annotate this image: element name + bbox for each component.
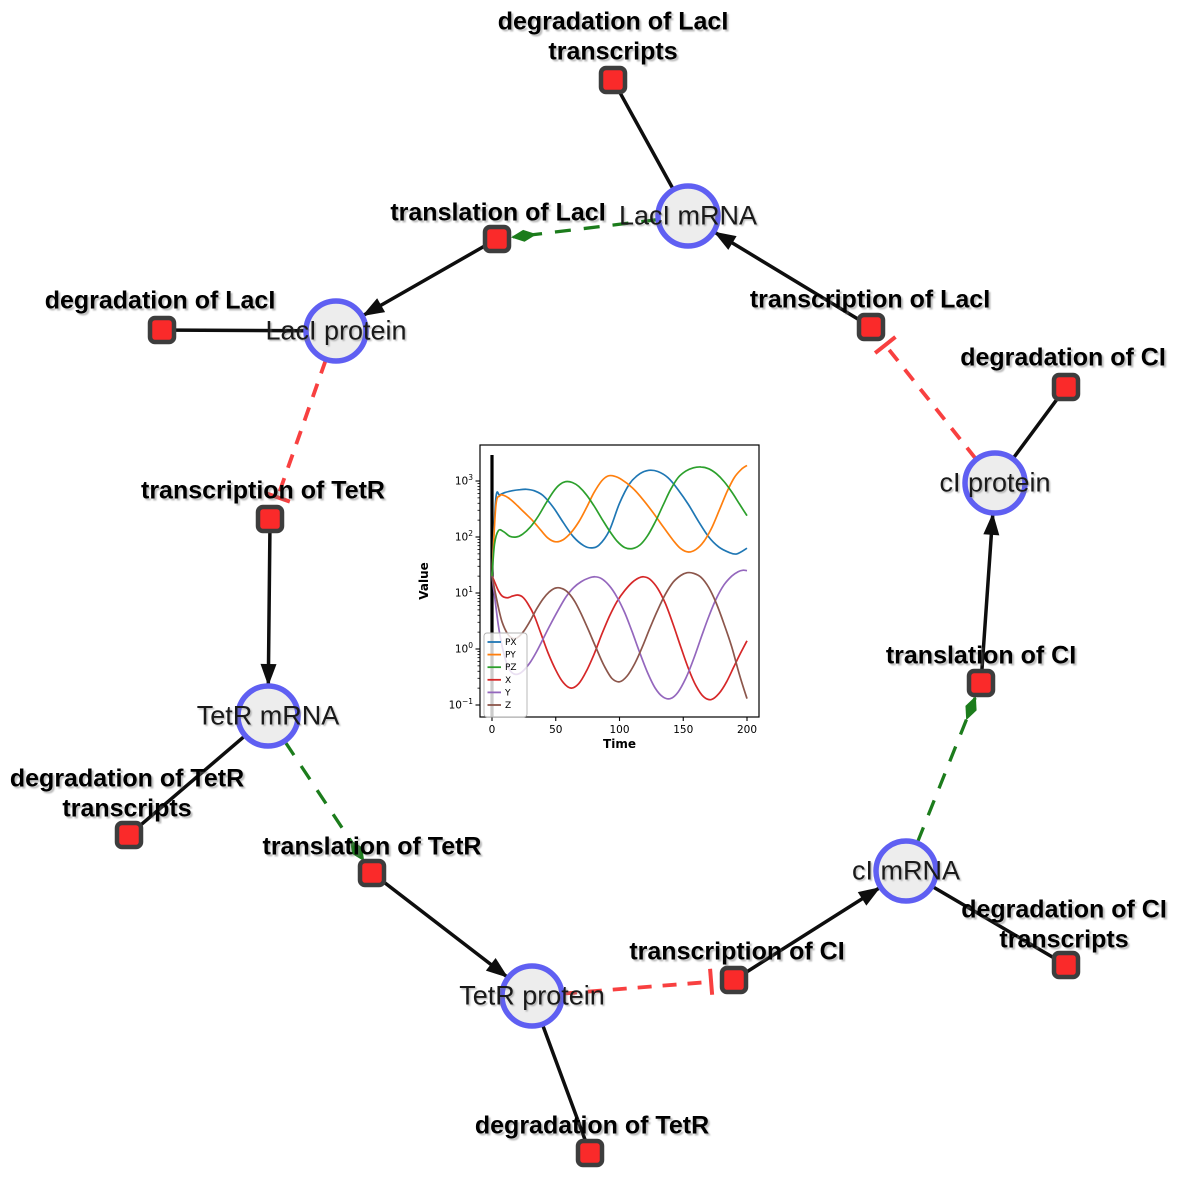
y-tick-label: 10−1 — [449, 697, 474, 712]
y-tick-label: 103 — [455, 473, 473, 488]
chart-series — [491, 464, 748, 701]
species-node-laci-mrna[interactable] — [655, 183, 721, 249]
edge-consumption-laci-mrna-to-degradation-laci-transcripts — [618, 90, 675, 191]
x-tick-label: 200 — [737, 724, 757, 736]
reaction-node-degradation-laci[interactable] — [147, 315, 177, 345]
x-tick-label: 50 — [549, 724, 562, 736]
edge-consumption-ci-mrna-to-degradation-ci-transcripts — [930, 884, 1056, 960]
chart-line-PX — [491, 469, 748, 577]
chart-line-PZ — [491, 466, 748, 577]
edge-consumption-ci-protein-to-degradation-ci — [1011, 396, 1060, 460]
reaction-node-degradation-tetr[interactable] — [575, 1138, 605, 1168]
reaction-node-translation-ci[interactable] — [966, 668, 996, 698]
reaction-node-transcription-ci[interactable] — [719, 965, 749, 995]
nodes-layer — [114, 65, 1081, 1168]
edge-consumption-tetr-protein-to-degradation-tetr — [540, 1023, 587, 1142]
species-node-tetr-mrna[interactable] — [235, 683, 301, 749]
reaction-node-degradation-ci[interactable] — [1051, 372, 1081, 402]
chart-xlabel: Time — [603, 737, 636, 751]
edge-modifier-ci-mrna-to-translation-ci — [915, 696, 977, 843]
edge-inhibition-tetr-protein-to-transcription-ci — [562, 968, 715, 996]
reaction-node-transcription-laci[interactable] — [856, 312, 886, 342]
y-tick-label: 102 — [455, 529, 473, 544]
legend-entry-Z: Z — [505, 701, 511, 711]
edge-production-transcription-tetr-to-tetr-mrna — [260, 530, 277, 687]
reaction-node-transcription-tetr[interactable] — [255, 504, 285, 534]
legend-entry-PY: PY — [505, 651, 516, 661]
chart-axis-ticks: 10−1 100 101 102 103 0 50 100 150 200 — [449, 473, 757, 736]
reaction-node-translation-tetr[interactable] — [357, 858, 387, 888]
edge-consumption-tetr-mrna-to-degradation-tetr-transcripts — [137, 734, 247, 828]
reaction-node-degradation-ci-transcripts[interactable] — [1051, 950, 1081, 980]
chart-line-X — [491, 575, 748, 701]
edge-production-translation-ci-to-ci-protein — [980, 512, 1000, 672]
species-node-ci-protein[interactable] — [962, 450, 1028, 516]
reaction-node-degradation-tetr-transcripts[interactable] — [114, 820, 144, 850]
edge-inhibition-ci-protein-to-transcription-laci — [873, 335, 978, 460]
x-tick-label: 150 — [673, 724, 693, 736]
edge-inhibition-laci-protein-to-transcription-tetr — [264, 359, 328, 504]
reaction-node-degradation-laci-transcripts[interactable] — [598, 65, 628, 95]
species-node-tetr-protein[interactable] — [499, 963, 565, 1029]
x-tick-label: 100 — [609, 724, 629, 736]
edge-modifier-laci-mrna-to-translation-laci — [510, 218, 658, 242]
edge-production-transcription-ci-to-ci-mrna — [743, 885, 882, 975]
species-node-ci-mrna[interactable] — [873, 838, 939, 904]
chart-legend: PX PY PZ XYZ — [483, 632, 528, 718]
legend-entry-PX: PX — [505, 638, 517, 648]
edges-layer — [137, 90, 1060, 1142]
edge-consumption-laci-protein-to-degradation-laci — [174, 328, 307, 333]
edge-production-translation-laci-to-laci-protein — [361, 243, 488, 318]
x-tick-label: 0 — [489, 724, 496, 736]
edge-modifier-tetr-mrna-to-translation-tetr — [283, 740, 365, 862]
edge-production-transcription-laci-to-laci-mrna — [712, 230, 862, 323]
species-node-laci-protein[interactable] — [303, 298, 369, 364]
chart-line-PY — [491, 464, 748, 577]
y-tick-label: 100 — [455, 641, 473, 656]
reaction-node-translation-laci[interactable] — [482, 224, 512, 254]
y-tick-label: 101 — [455, 585, 473, 600]
chart-ylabel: Value — [418, 562, 431, 600]
edge-production-translation-tetr-to-tetr-protein — [380, 879, 510, 979]
timecourse-chart: 10−1 100 101 102 103 0 50 100 150 200 Time Value PX P… — [417, 438, 788, 773]
legend-entry-X: X — [505, 676, 511, 686]
legend-entry-Y: Y — [504, 688, 511, 698]
legend-entry-PZ: PZ — [505, 663, 517, 673]
